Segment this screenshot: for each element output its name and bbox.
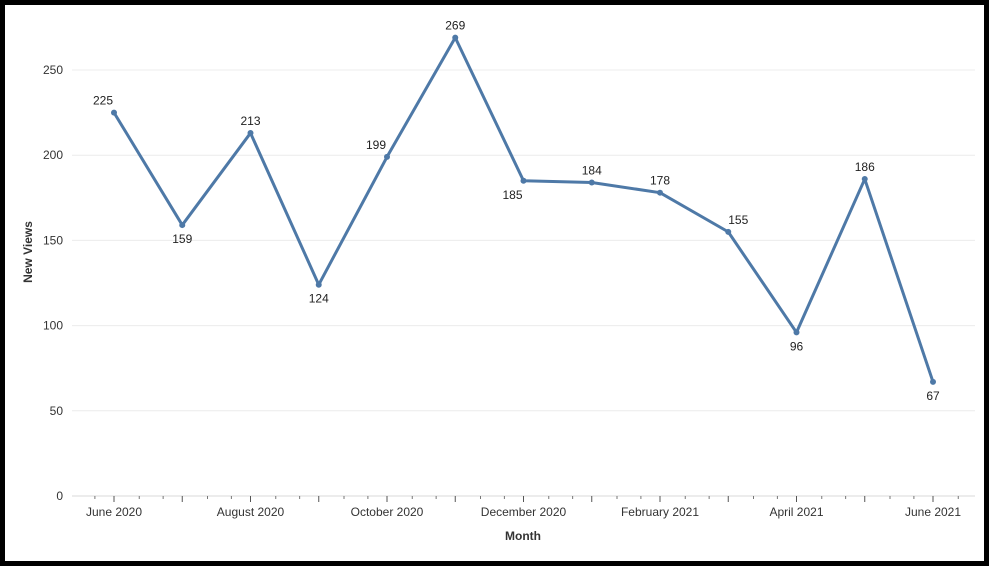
data-label: 186 (855, 160, 875, 174)
data-point (861, 176, 868, 183)
data-point (247, 130, 254, 137)
y-tick-label: 0 (56, 489, 63, 503)
data-point (657, 189, 663, 196)
data-label: 213 (240, 114, 260, 128)
data-label: 159 (172, 232, 192, 246)
x-axis-title: Month (505, 529, 541, 543)
data-point (520, 177, 527, 184)
x-tick-label: December 2020 (481, 505, 567, 519)
y-tick-label: 50 (50, 404, 64, 418)
data-label: 178 (650, 174, 670, 188)
series-line (111, 34, 936, 385)
data-label: 225 (93, 94, 113, 108)
x-tick-label: October 2020 (351, 505, 424, 519)
data-label: 96 (790, 339, 804, 353)
data-point (793, 329, 800, 336)
x-tick-label: August 2020 (217, 505, 285, 519)
x-tick-label: April 2021 (769, 505, 823, 519)
y-tick-label: 200 (43, 148, 63, 162)
data-label: 124 (309, 292, 329, 306)
data-label: 269 (445, 19, 465, 33)
gridlines (72, 69, 975, 412)
y-axis-title: New Views (21, 221, 35, 283)
data-point (111, 109, 117, 116)
y-tick-label: 100 (43, 319, 63, 333)
y-tick-label: 150 (43, 233, 63, 247)
x-tick-label: February 2021 (621, 505, 699, 519)
x-tick-label: June 2020 (86, 505, 142, 519)
data-point (315, 281, 322, 288)
data-point (930, 378, 936, 385)
data-point (452, 34, 459, 41)
x-tick-label: June 2021 (905, 505, 961, 519)
data-point (384, 153, 390, 160)
data-label: 199 (366, 138, 386, 152)
data-point (179, 222, 186, 229)
data-label: 185 (502, 188, 522, 202)
data-label: 184 (582, 163, 602, 177)
series-polyline (112, 36, 935, 384)
data-point (725, 228, 732, 235)
y-tick-label: 250 (43, 63, 63, 77)
data-point (588, 179, 595, 186)
y-axis-ticks: 0 50 100 150 200 250 (43, 63, 63, 503)
x-axis: June 2020 August 2020 October 2020 December… (72, 495, 975, 519)
data-label: 155 (728, 213, 748, 227)
data-labels: 225 159 213 124 199 269 185 184 178 155 96 186 67 (93, 19, 940, 403)
data-label: 67 (926, 389, 940, 403)
